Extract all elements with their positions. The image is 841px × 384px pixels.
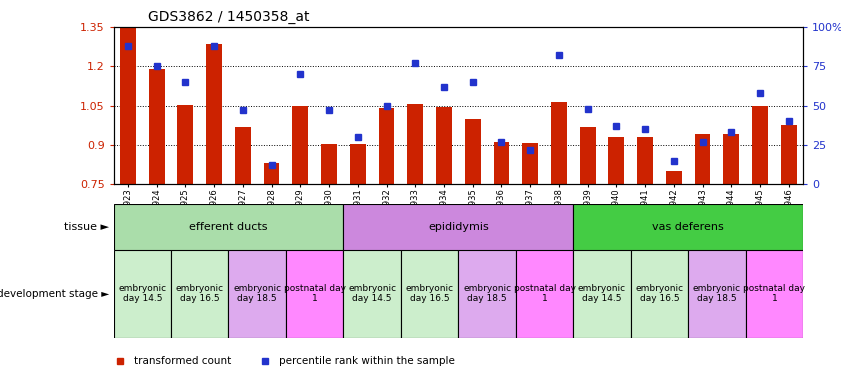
Bar [177, 105, 193, 184]
Bar [206, 44, 222, 184]
Text: postnatal day
1: postnatal day 1 [743, 284, 806, 303]
Text: epididymis: epididymis [428, 222, 489, 232]
Text: vas deferens: vas deferens [653, 222, 724, 232]
Bar [746, 250, 803, 338]
Bar [609, 137, 624, 184]
Bar [407, 104, 423, 184]
Bar [343, 204, 574, 250]
Bar [436, 107, 452, 184]
Text: tissue ►: tissue ► [64, 222, 109, 232]
Bar [631, 250, 688, 338]
Bar [695, 134, 711, 184]
Bar [171, 250, 229, 338]
Bar [343, 250, 401, 338]
Bar [120, 27, 135, 184]
Bar [574, 204, 803, 250]
Text: embryonic
day 14.5: embryonic day 14.5 [348, 284, 396, 303]
Text: embryonic
day 16.5: embryonic day 16.5 [636, 284, 684, 303]
Bar [286, 250, 343, 338]
Text: postnatal day
1: postnatal day 1 [514, 284, 575, 303]
Bar [264, 163, 279, 184]
Text: embryonic
day 16.5: embryonic day 16.5 [176, 284, 224, 303]
Bar [293, 106, 308, 184]
Text: embryonic
day 14.5: embryonic day 14.5 [578, 284, 626, 303]
Bar [401, 250, 458, 338]
Text: GDS3862 / 1450358_at: GDS3862 / 1450358_at [148, 10, 309, 25]
Bar [321, 144, 337, 184]
Bar [378, 108, 394, 184]
Bar [752, 106, 768, 184]
Text: embryonic
day 14.5: embryonic day 14.5 [119, 284, 167, 303]
Bar [465, 119, 480, 184]
Text: efferent ducts: efferent ducts [189, 222, 267, 232]
Text: development stage ►: development stage ► [0, 289, 109, 299]
Bar [579, 127, 595, 184]
Bar [229, 250, 286, 338]
Bar [666, 171, 682, 184]
Bar [781, 125, 796, 184]
Bar [235, 127, 251, 184]
Text: percentile rank within the sample: percentile rank within the sample [279, 356, 455, 366]
Text: embryonic
day 18.5: embryonic day 18.5 [233, 284, 281, 303]
Bar [723, 134, 739, 184]
Bar [458, 250, 516, 338]
Bar [574, 250, 631, 338]
Bar [114, 250, 171, 338]
Bar [494, 142, 510, 184]
Bar [114, 204, 343, 250]
Text: embryonic
day 18.5: embryonic day 18.5 [463, 284, 511, 303]
Bar [522, 143, 538, 184]
Bar [637, 137, 653, 184]
Bar [149, 70, 165, 184]
Text: postnatal day
1: postnatal day 1 [283, 284, 346, 303]
Text: embryonic
day 16.5: embryonic day 16.5 [405, 284, 453, 303]
Text: transformed count: transformed count [135, 356, 231, 366]
Bar [688, 250, 746, 338]
Bar [551, 102, 567, 184]
Bar [516, 250, 574, 338]
Bar [350, 144, 366, 184]
Text: embryonic
day 18.5: embryonic day 18.5 [693, 284, 741, 303]
